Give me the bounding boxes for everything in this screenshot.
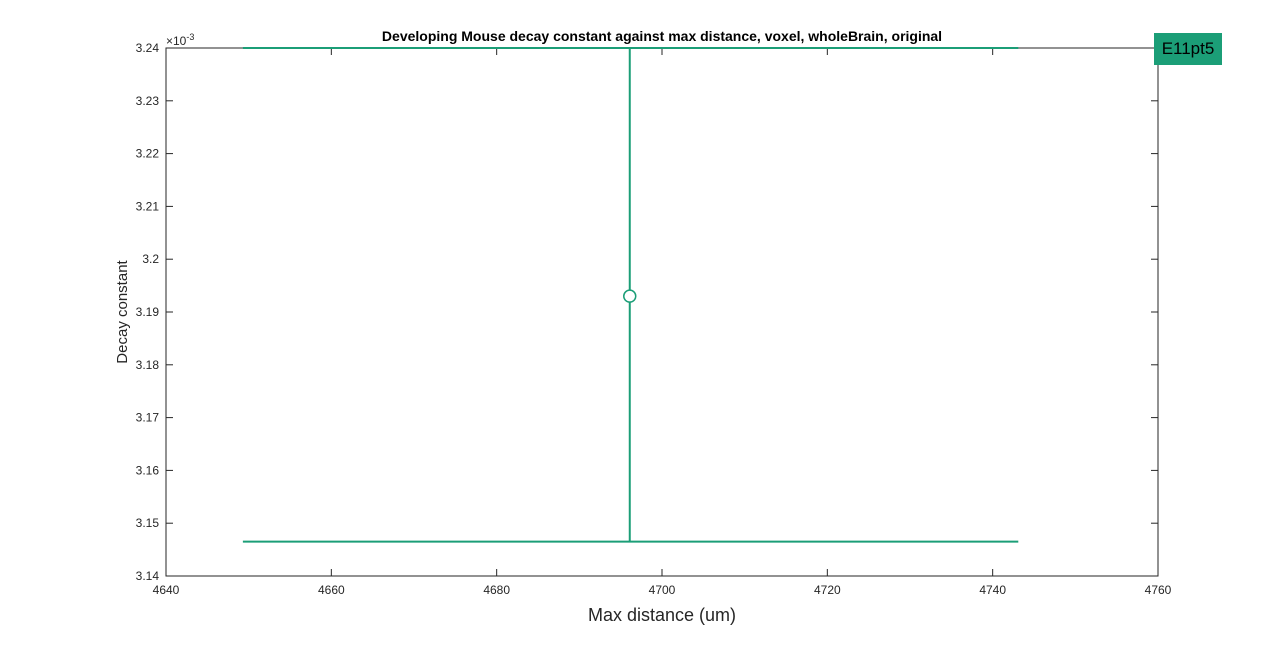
- y-tick-label: 3.18: [136, 358, 160, 372]
- y-axis-label: Decay constant: [114, 259, 131, 363]
- plot-box: [165, 47, 1159, 577]
- legend-entry: E11pt5: [1154, 33, 1222, 65]
- x-tick-label: 4640: [153, 583, 180, 597]
- x-tick-label: 4680: [483, 583, 510, 597]
- x-tick-label: 4760: [1145, 583, 1172, 597]
- y-tick-label: 3.23: [136, 94, 160, 108]
- x-tick-label: 4660: [318, 583, 345, 597]
- ticks: 4640 4660 4680 4700 4720 4740 4760 3.14 3.15 3.16…: [136, 41, 1172, 597]
- x-axis-label: Max distance (um): [588, 605, 736, 625]
- data-point-marker: [623, 289, 637, 303]
- y-tick-label: 3.2: [142, 252, 159, 266]
- y-tick-label: 3.21: [136, 199, 160, 213]
- x-tick-label: 4720: [814, 583, 841, 597]
- axes: [165, 47, 1159, 577]
- y-tick-label: 3.17: [136, 411, 160, 425]
- y-tick-label: 3.24: [136, 41, 160, 55]
- y-axis-exponent: ×10-3: [166, 32, 194, 48]
- chart-title: Developing Mouse decay constant against …: [382, 28, 942, 44]
- y-tick-label: 3.19: [136, 305, 160, 319]
- series: [242, 47, 1019, 543]
- y-tick-label: 3.16: [136, 463, 160, 477]
- y-axis-exponent-power: -3: [186, 32, 194, 42]
- y-tick-label: 3.15: [136, 516, 160, 530]
- y-axis-exponent-base: ×10: [166, 34, 187, 48]
- x-tick-label: 4740: [979, 583, 1006, 597]
- y-tick-label: 3.14: [136, 569, 160, 583]
- x-tick-label: 4700: [649, 583, 676, 597]
- y-tick-label: 3.22: [136, 147, 160, 161]
